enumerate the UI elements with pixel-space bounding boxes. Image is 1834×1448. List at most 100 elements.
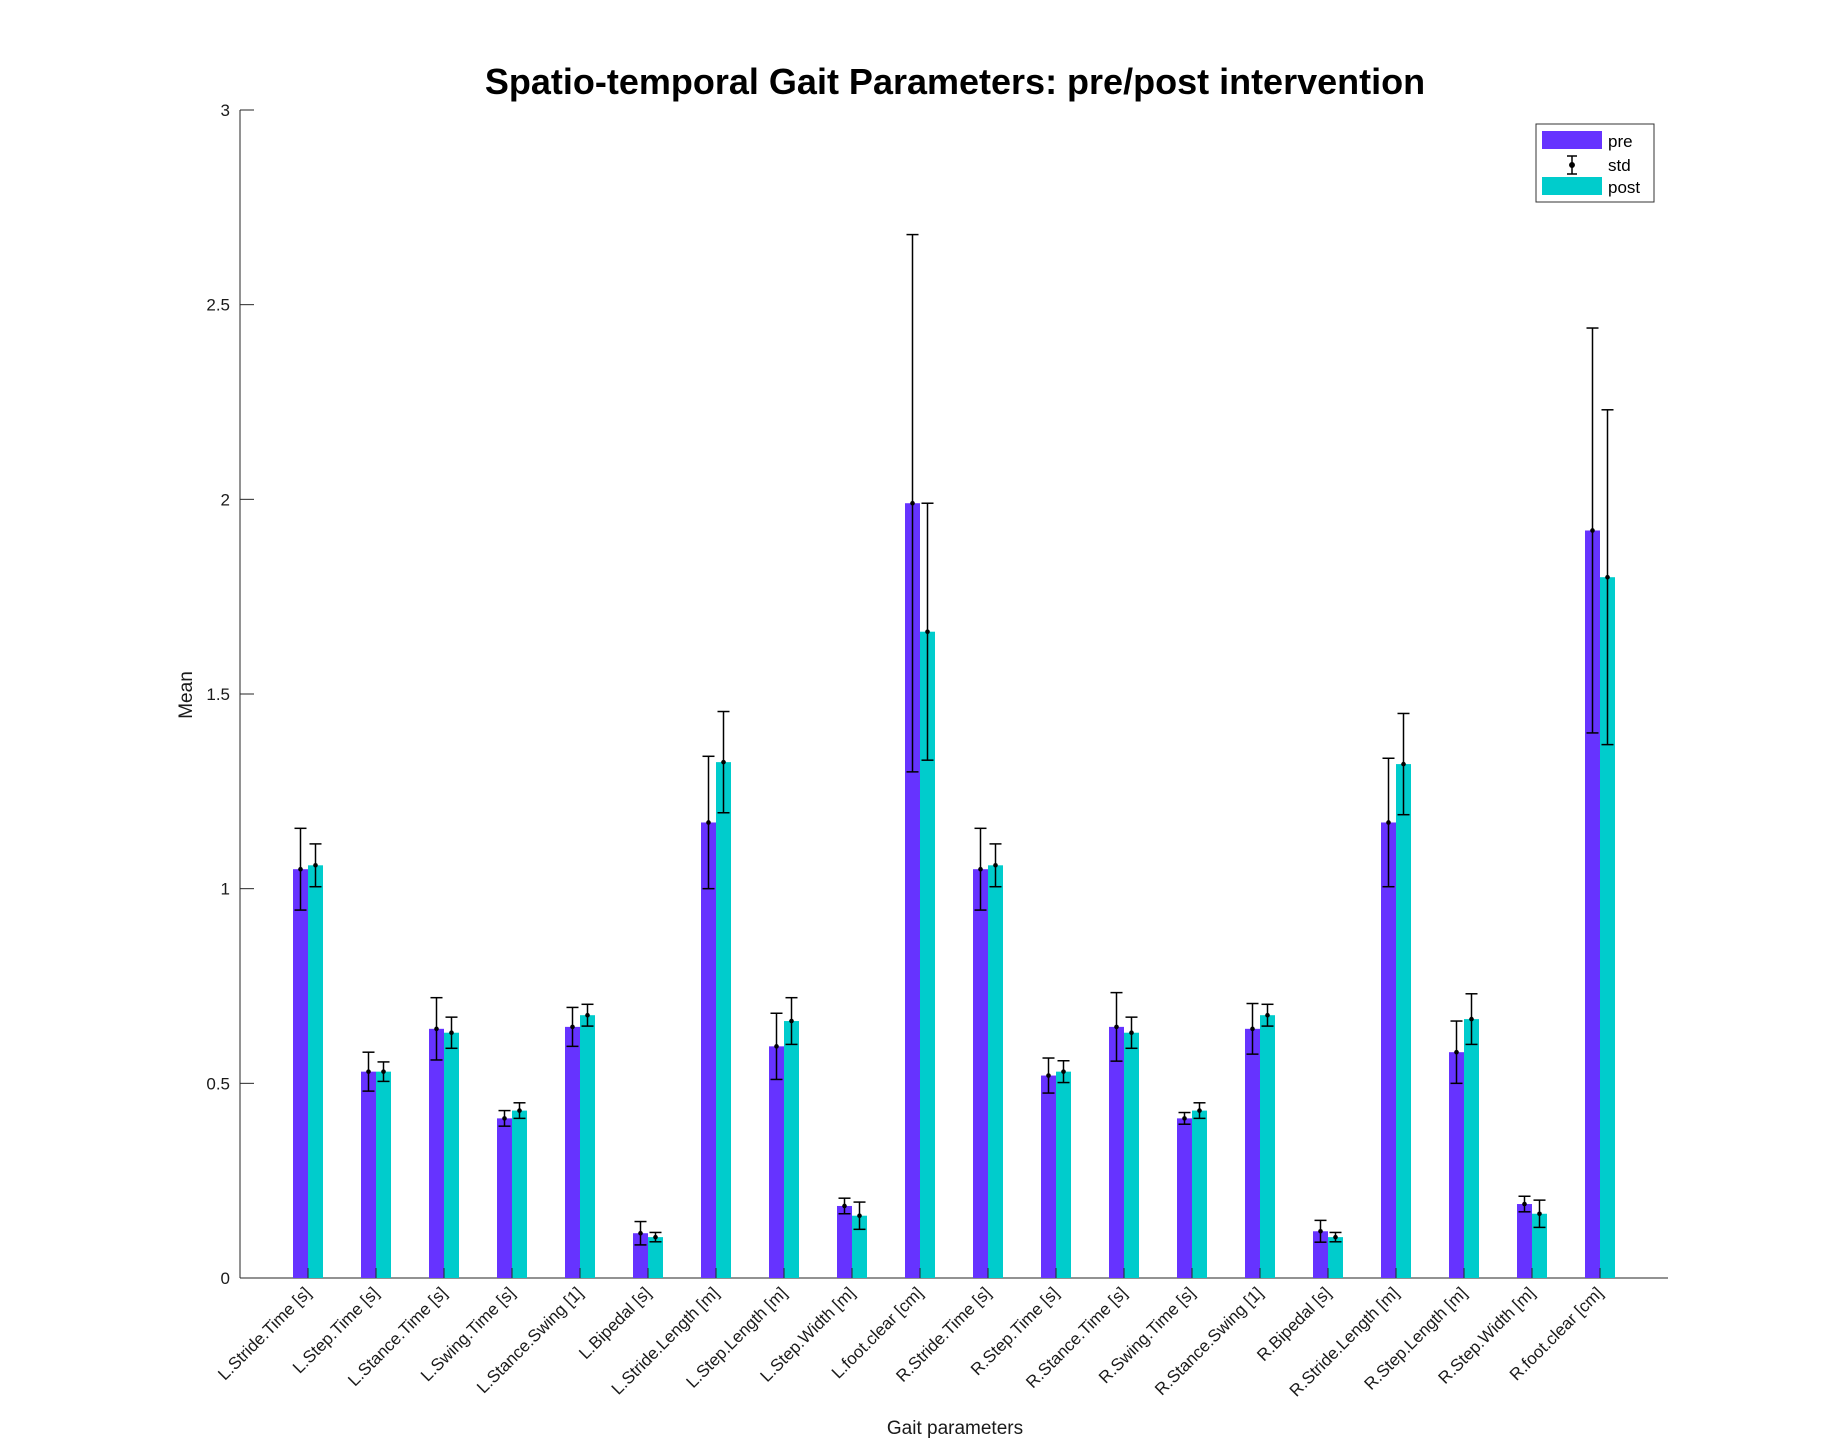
y-tick-label: 1: [221, 880, 230, 899]
bar-post: [1056, 1071, 1071, 1278]
error-bar-post: [717, 710, 730, 814]
error-bar-pre: [294, 827, 307, 911]
error-bar-post: [1533, 1199, 1546, 1229]
bar-pre: [429, 1028, 444, 1278]
legend-std-icon: [1567, 155, 1577, 175]
error-bar-post: [1601, 409, 1614, 746]
bar-post: [1192, 1110, 1207, 1278]
bar-pre: [565, 1026, 580, 1278]
x-axis-label: Gait parameters: [887, 1418, 1023, 1439]
bar-post: [376, 1071, 391, 1278]
error-bar-pre: [1178, 1111, 1191, 1125]
error-bar-post: [1465, 993, 1478, 1046]
error-bar-post: [785, 996, 798, 1046]
bar-post: [1124, 1032, 1139, 1278]
y-tick-label: 0.5: [206, 1074, 230, 1093]
error-bars: [294, 233, 1614, 1246]
bar-post: [308, 865, 323, 1278]
bar-pre: [361, 1071, 376, 1278]
bar-post: [1328, 1237, 1343, 1278]
bar-post: [648, 1237, 663, 1278]
bar-post: [784, 1021, 799, 1278]
error-bar-pre: [1246, 1002, 1259, 1055]
y-tick-label: 0: [221, 1269, 230, 1288]
legend-label-post: post: [1608, 178, 1640, 197]
error-bar-pre: [566, 1006, 579, 1048]
error-bar-pre: [974, 827, 987, 911]
bar-pre: [1313, 1231, 1328, 1278]
error-bar-post: [1125, 1016, 1138, 1050]
error-bar-post: [1329, 1231, 1342, 1243]
error-bar-pre: [1450, 1020, 1463, 1085]
bar-post: [988, 865, 1003, 1278]
bar-post: [920, 631, 935, 1278]
bar-post: [444, 1032, 459, 1278]
error-bar-post: [921, 502, 934, 761]
bar-pre: [701, 822, 716, 1278]
y-axis-label: Mean: [176, 671, 197, 719]
y-tick-label: 1.5: [206, 685, 230, 704]
error-bar-pre: [362, 1051, 375, 1092]
y-tick-label: 3: [221, 101, 230, 120]
bar-pre: [293, 869, 308, 1278]
error-bar-pre: [1518, 1195, 1531, 1213]
error-bar-pre: [1110, 991, 1123, 1062]
bar-pre: [1177, 1118, 1192, 1278]
bar-pre: [1041, 1075, 1056, 1278]
legend-label-std: std: [1608, 156, 1631, 175]
bar-pre: [769, 1046, 784, 1278]
chart-title: Spatio-temporal Gait Parameters: pre/pos…: [485, 61, 1425, 102]
error-bar-post: [649, 1231, 662, 1243]
legend-swatch-post: [1542, 177, 1602, 195]
error-bar-pre: [702, 755, 715, 890]
bar-pre: [1245, 1028, 1260, 1278]
error-bar-post: [989, 843, 1002, 888]
y-axis-ticks: 0 0.5 1 1.5 2 2.5 3: [206, 101, 254, 1288]
bar-post: [1464, 1019, 1479, 1278]
error-bar-post: [853, 1201, 866, 1231]
bar-post: [852, 1215, 867, 1278]
legend-swatch-pre: [1542, 131, 1602, 149]
bar-post: [1600, 577, 1615, 1278]
bar-post: [1260, 1015, 1275, 1278]
bar-pre: [1449, 1052, 1464, 1278]
bar-post: [1532, 1213, 1547, 1278]
error-bar-post: [513, 1102, 526, 1120]
error-bar-post: [1193, 1102, 1206, 1120]
bar-pre: [497, 1118, 512, 1278]
legend: pre std post: [1535, 123, 1655, 203]
y-tick-label: 2: [221, 490, 230, 509]
bar-post: [512, 1110, 527, 1278]
error-bar-post: [377, 1061, 390, 1083]
bar-pre: [1585, 530, 1600, 1278]
error-bar-pre: [634, 1220, 647, 1246]
error-bar-pre: [770, 1012, 783, 1081]
error-bar-pre: [1586, 327, 1599, 734]
bar-pre: [837, 1205, 852, 1278]
error-bar-pre: [1382, 757, 1395, 888]
error-bar-pre: [1042, 1057, 1055, 1094]
error-bar-post: [1057, 1060, 1070, 1084]
bar-post: [1396, 764, 1411, 1278]
x-axis-ticks: L.Stride.Time [s]L.Step.Time [s]L.Stance…: [214, 1268, 1607, 1400]
bar-post: [580, 1015, 595, 1278]
bar-pre: [1381, 822, 1396, 1278]
error-bar-pre: [838, 1197, 851, 1215]
error-bar-pre: [906, 233, 919, 773]
y-tick-label: 2.5: [206, 296, 230, 315]
bar-pre: [1517, 1204, 1532, 1278]
error-bar-pre: [430, 996, 443, 1061]
bars: [293, 503, 1615, 1278]
error-bar-post: [581, 1003, 594, 1027]
bar-post: [716, 762, 731, 1278]
error-bar-post: [445, 1016, 458, 1050]
error-bar-pre: [1314, 1219, 1327, 1243]
error-bar-post: [1261, 1003, 1274, 1027]
bar-pre: [905, 503, 920, 1278]
error-bar-post: [1397, 712, 1410, 816]
bar-pre: [973, 869, 988, 1278]
bar-pre: [1109, 1026, 1124, 1278]
error-bar-post: [309, 843, 322, 888]
legend-label-pre: pre: [1608, 132, 1633, 151]
